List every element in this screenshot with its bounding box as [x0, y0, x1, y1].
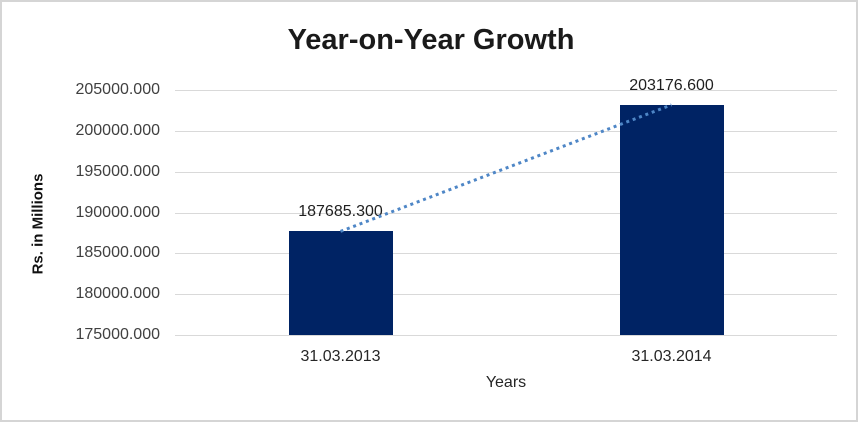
bar-31.03.2013: [288, 231, 393, 335]
y-axis-tick-label: 175000.000: [75, 326, 160, 343]
y-axis-tick-label: 200000.000: [75, 122, 160, 139]
x-category-label: 31.03.2013: [300, 348, 381, 365]
x-category-label: 31.03.2014: [631, 348, 712, 365]
y-axis-tick-label: 185000.000: [75, 244, 160, 261]
gridline: [175, 172, 837, 173]
bar-value-label: 203176.600: [629, 76, 714, 94]
gridline: [175, 131, 837, 132]
x-axis-title: Years: [485, 374, 527, 391]
bar-value-label: 187685.300: [298, 203, 383, 221]
chart-title: Year-on-Year Growth: [287, 24, 575, 56]
y-axis-tick-label: 190000.000: [75, 204, 160, 221]
y-axis-tick-label: 180000.000: [75, 285, 160, 302]
gridline: [175, 335, 837, 336]
gridline: [175, 90, 837, 91]
plot-area: 187685.300 31.03.2013 203176.600 31.03.2014: [175, 77, 837, 365]
bar-31.03.2014: [619, 104, 724, 335]
gridline: [175, 253, 837, 254]
gridline: [175, 294, 837, 295]
y-axis-tick-label: 195000.000: [75, 163, 160, 180]
y-axis-tick-label: 205000.000: [75, 81, 160, 98]
